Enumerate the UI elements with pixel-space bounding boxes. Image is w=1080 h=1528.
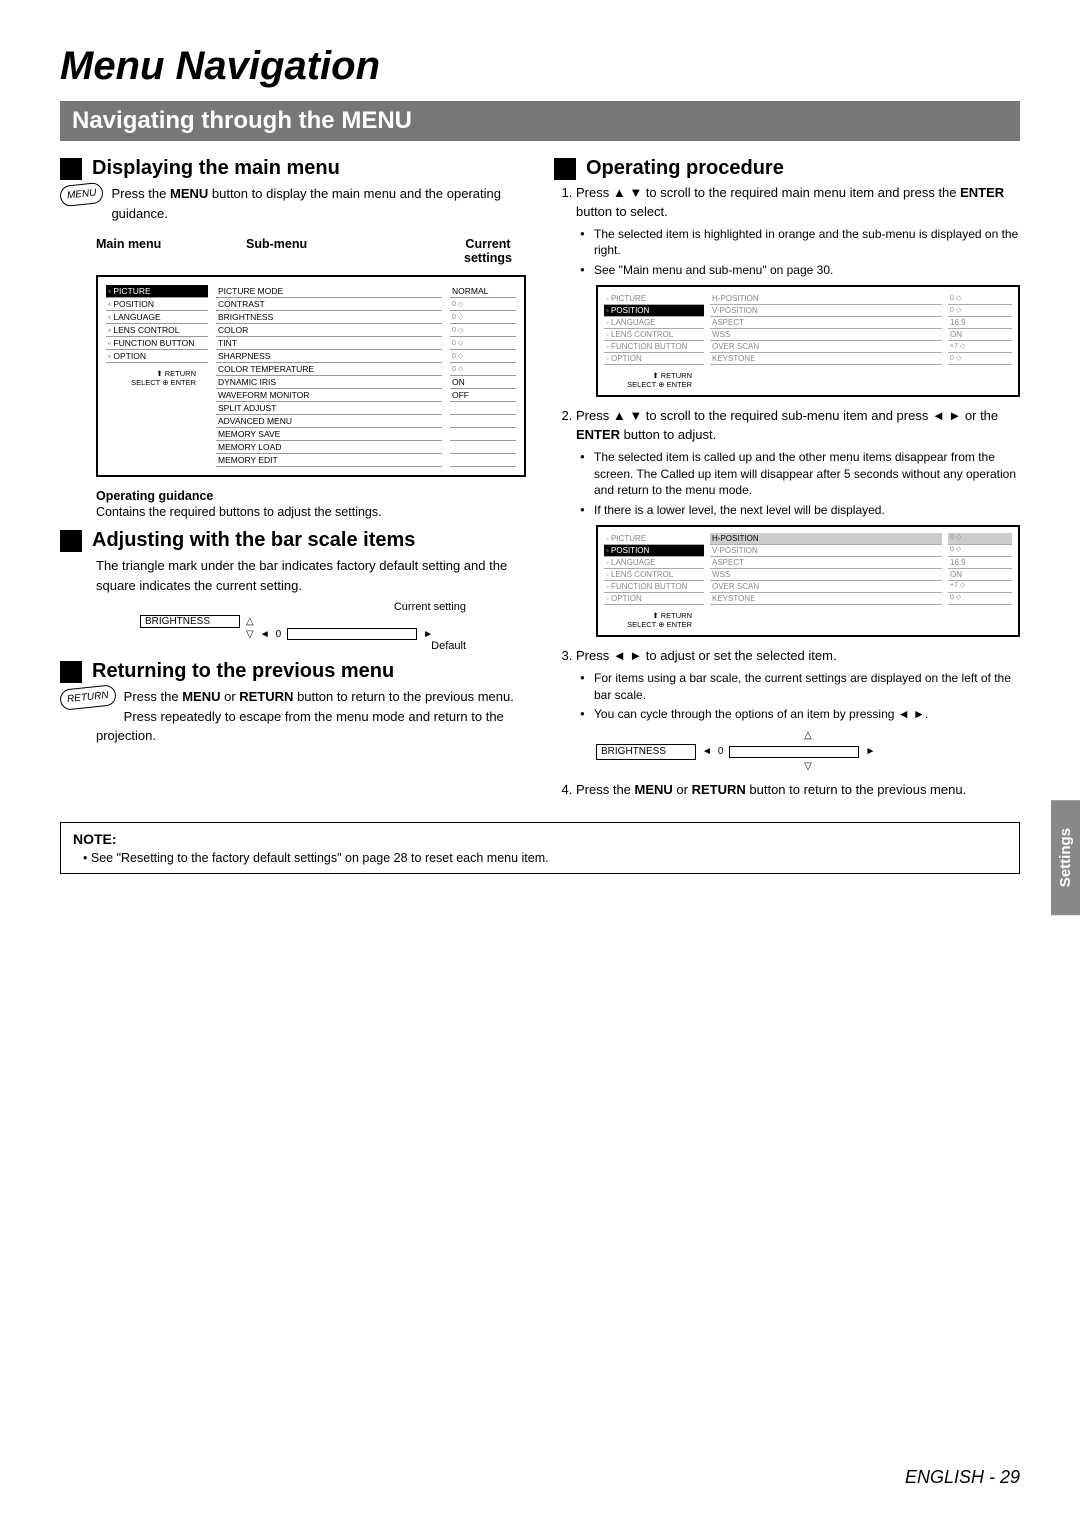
diagram-step1: ◦ PICTURE◦ POSITION◦ LANGUAGE◦ LENS CONT… — [596, 285, 1020, 397]
right-column: Operating procedure Press ▲ ▼ to scroll … — [554, 149, 1020, 806]
note-box: NOTE: • See "Resetting to the factory de… — [60, 822, 1020, 874]
returning-heading: Returning to the previous menu — [92, 660, 394, 683]
diagram-labels: Main menuSub-menuCurrent settings — [96, 237, 526, 265]
side-tab-settings: Settings — [1051, 800, 1080, 915]
displaying-text: Press the MENU button to display the mai… — [96, 184, 526, 223]
adjusting-text: The triangle mark under the bar indicate… — [96, 556, 526, 595]
page-title: Menu Navigation — [60, 44, 1020, 89]
main-menu-diagram: ◦ PICTURE◦ POSITION◦ LANGUAGE◦ LENS CONT… — [96, 275, 526, 477]
bar-scale-illustration: Current setting BRIGHTNESS △ ▽ ◄0 ► Defa… — [140, 601, 526, 652]
step-3: Press ◄ ► to adjust or set the selected … — [576, 647, 1020, 775]
adjusting-heading: Adjusting with the bar scale items — [92, 529, 415, 552]
left-column: Displaying the main menu MENU Press the … — [60, 149, 526, 806]
page-footer: ENGLISH - 29 — [905, 1467, 1020, 1488]
diagram-step2: ◦ PICTURE◦ POSITION◦ LANGUAGE◦ LENS CONT… — [596, 525, 1020, 637]
note-heading: NOTE: — [73, 831, 1007, 847]
bullet-icon — [60, 530, 82, 552]
step-1: Press ▲ ▼ to scroll to the required main… — [576, 184, 1020, 397]
bullet-icon — [554, 158, 576, 180]
bullet-icon — [60, 158, 82, 180]
operating-heading: Operating procedure — [586, 157, 784, 180]
step-2: Press ▲ ▼ to scroll to the required sub-… — [576, 407, 1020, 637]
note-text: • See "Resetting to the factory default … — [83, 851, 1007, 865]
returning-text: Press the MENU or RETURN button to retur… — [96, 687, 526, 746]
step-4: Press the MENU or RETURN button to retur… — [576, 781, 1020, 800]
operating-guidance-desc: Contains the required buttons to adjust … — [96, 505, 526, 519]
displaying-heading: Displaying the main menu — [92, 157, 340, 180]
bullet-icon — [60, 661, 82, 683]
section-header: Navigating through the MENU — [60, 101, 1020, 141]
operating-guidance-heading: Operating guidance — [96, 489, 526, 503]
brightness-bar-step3: △ BRIGHTNESS◄0► ▽ — [596, 729, 1020, 775]
procedure-list: Press ▲ ▼ to scroll to the required main… — [558, 184, 1020, 800]
